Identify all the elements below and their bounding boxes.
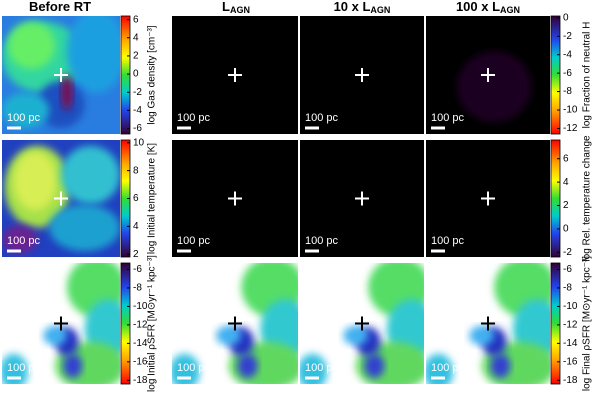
colorbar-tick-label: -8: [563, 283, 572, 294]
scale-label: 100 pc: [305, 235, 339, 247]
map-region: [37, 80, 85, 129]
scale-label: 100 pc: [7, 235, 41, 247]
colorbar-tick-label: -16: [563, 356, 578, 367]
colorbar-tick-label: -2: [133, 87, 142, 98]
colorbar-tick-label: 10: [133, 137, 145, 148]
colorbar-tick-label: -10: [133, 301, 148, 312]
colorbar-tick-label: 4: [563, 177, 569, 188]
colorbar-label: log Final ρSFR [M⊙yr⁻¹ kpc⁻³]: [582, 256, 593, 391]
map-region: [2, 225, 38, 254]
colorbar-label: log Initial temperature [K]: [147, 143, 158, 254]
colorbar-label: log Fraction of neutral H: [582, 22, 593, 129]
map-region: [364, 353, 385, 378]
map-region: [7, 21, 56, 70]
colorbar-tick-label: -18: [133, 375, 148, 386]
scale-label: 100 pc: [7, 112, 41, 124]
map-region: [63, 353, 83, 378]
colorbar: [120, 262, 131, 385]
colorbar-tick-label: 2: [133, 51, 139, 62]
colorbar-tick-label: -12: [133, 320, 148, 331]
colorbar-tick-label: -8: [563, 86, 572, 97]
colorbar-tick-label: 6: [133, 193, 139, 204]
column-title: Before RT: [29, 0, 91, 14]
colorbar-tick-label: 0: [563, 224, 569, 235]
colorbar-tick-label: 8: [133, 165, 139, 176]
colorbar-tick-label: -12: [563, 320, 578, 331]
map-region: [300, 353, 328, 384]
map-region: [490, 353, 511, 378]
map-image: [172, 263, 298, 384]
map-region: [457, 51, 532, 123]
map-region: [61, 145, 120, 205]
map-region: [469, 325, 495, 346]
column-title: 100 x LAGN: [456, 0, 520, 15]
column-title: LAGN: [222, 0, 250, 15]
scale-label: 100 pc: [177, 112, 211, 124]
map-region: [426, 353, 454, 384]
colorbar-tick-label: -4: [563, 49, 572, 60]
map-region: [343, 325, 369, 346]
colorbar: [550, 262, 561, 385]
colorbar-tick-label: -6: [563, 68, 572, 79]
scale-label: 100 pc: [431, 112, 465, 124]
colorbar-tick-label: -14: [133, 338, 148, 349]
colorbar-tick-label: 0: [563, 12, 569, 23]
colorbar-tick-label: -18: [563, 375, 578, 386]
colorbar: [550, 15, 561, 135]
column-title: 10 x LAGN: [334, 0, 391, 15]
colorbar-label: log Initial ρSFR [M⊙yr⁻¹ kpc⁻³]: [147, 255, 158, 392]
colorbar-tick-label: -2: [563, 31, 572, 42]
colorbar-tick-label: -6: [133, 264, 142, 275]
colorbar-tick-label: -10: [563, 301, 578, 312]
map-image: [2, 263, 120, 384]
colorbar-tick-label: -14: [563, 338, 578, 349]
map-region: [49, 204, 120, 252]
map-region: [172, 353, 200, 384]
colorbar-label: log Rel. temperature change: [582, 135, 593, 262]
map-region: [2, 353, 28, 384]
colorbar: [550, 139, 561, 258]
colorbar-tick-label: -6: [563, 264, 572, 275]
colorbar-tick-label: 6: [133, 14, 139, 25]
colorbar-tick-label: 4: [133, 32, 139, 43]
map-region: [237, 353, 258, 378]
colorbar-tick-label: 0: [133, 69, 139, 80]
map-image: [300, 263, 424, 384]
scale-label: 100 pc: [431, 362, 465, 374]
scale-label: 100 pc: [305, 112, 339, 124]
map-region: [66, 16, 120, 93]
map-region: [216, 325, 242, 346]
scale-label: 100 pc: [431, 235, 465, 247]
colorbar-tick-label: 6: [563, 153, 569, 164]
colorbar-label: log Gas density [cm⁻³]: [147, 25, 158, 124]
colorbar-tick-label: 2: [563, 200, 569, 211]
map-region: [43, 325, 67, 346]
map-region: [13, 151, 57, 211]
colorbar-tick-label: -4: [133, 105, 142, 116]
colorbar-tick-label: -12: [563, 123, 578, 134]
colorbar-tick-label: -6: [133, 123, 142, 134]
scale-label: 100 pc: [177, 362, 211, 374]
colorbar-tick-label: -16: [133, 356, 148, 367]
colorbar-tick-label: -2: [563, 247, 572, 258]
colorbar-tick-label: -10: [563, 105, 578, 116]
scale-label: 100 pc: [7, 362, 41, 374]
colorbar-tick-label: 4: [133, 221, 139, 232]
colorbar: [120, 15, 131, 135]
colorbar-tick-label: 2: [133, 249, 139, 260]
colorbar-tick-label: -8: [133, 283, 142, 294]
map-region: [2, 92, 50, 129]
map-region: [61, 75, 73, 111]
scale-label: 100 pc: [177, 235, 211, 247]
scale-label: 100 pc: [305, 362, 339, 374]
